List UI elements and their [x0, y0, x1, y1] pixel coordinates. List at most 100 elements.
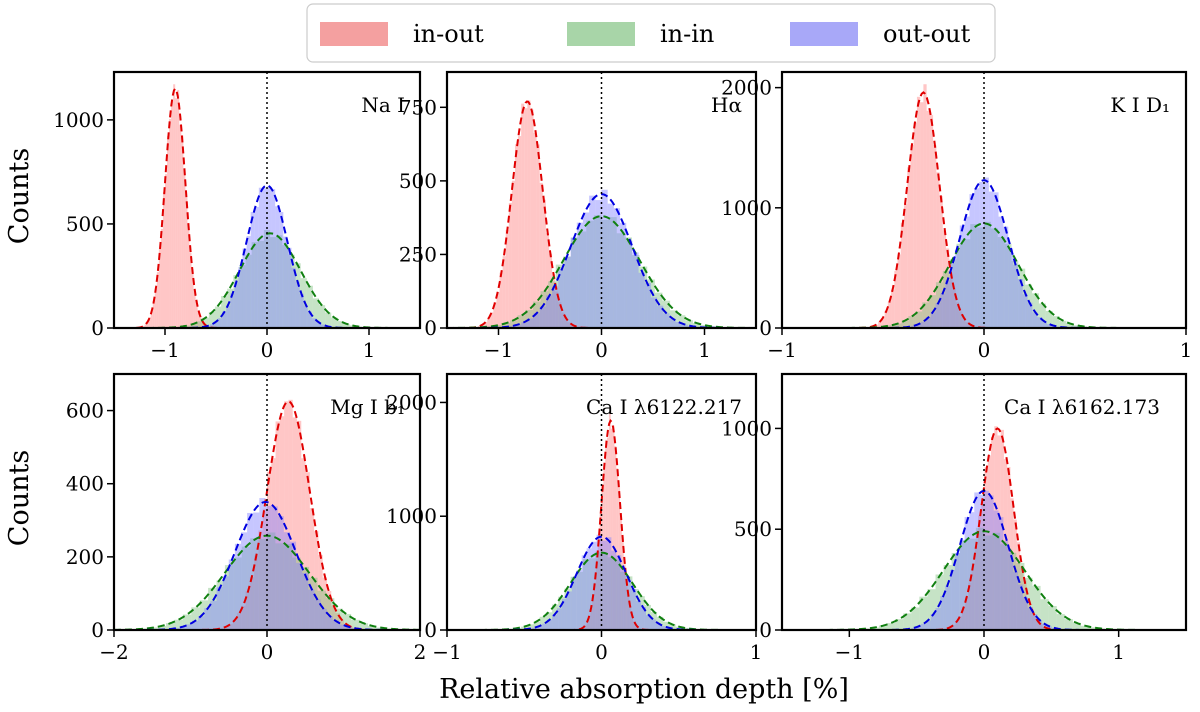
histogram-bar — [930, 614, 936, 630]
histogram-bar — [1038, 303, 1046, 328]
histogram-bar — [314, 599, 321, 630]
histogram-bar — [607, 437, 609, 630]
histogram-bar — [510, 320, 518, 328]
histogram-bar — [309, 508, 315, 630]
histogram-bar — [993, 192, 999, 328]
histogram-bar — [303, 305, 308, 328]
histogram-bar — [959, 541, 968, 630]
histogram-bar — [954, 250, 960, 328]
histogram-bar — [539, 306, 546, 328]
histogram-bar — [267, 471, 272, 630]
histogram-bar — [359, 623, 368, 630]
histogram-bar — [351, 619, 360, 630]
histogram-bar — [965, 322, 969, 328]
histogram-bar — [571, 577, 577, 630]
histogram-bar — [609, 217, 617, 328]
histogram-bar — [527, 624, 534, 630]
histogram-bar — [959, 225, 965, 328]
histogram-bar — [179, 124, 182, 328]
histogram-bar — [958, 616, 962, 630]
y-axis-title-bottom: Counts — [4, 450, 35, 546]
histogram-bar — [669, 318, 676, 328]
histogram-bar — [265, 505, 272, 630]
histogram-bar — [165, 174, 168, 328]
histogram-bar — [521, 322, 528, 328]
histogram-bar — [991, 437, 995, 630]
histogram-bar — [190, 323, 197, 328]
histogram-bar — [1052, 316, 1060, 328]
histogram-bar — [214, 306, 222, 328]
histogram-bar — [1037, 620, 1043, 630]
histogram-bar — [1018, 268, 1026, 328]
histogram-bar — [636, 626, 639, 630]
histogram-in-out — [142, 84, 210, 328]
histogram-bar — [558, 268, 565, 328]
histogram-bar — [979, 494, 984, 630]
histogram-bar — [305, 472, 310, 630]
histogram-bar — [300, 278, 307, 328]
histogram-bar — [149, 627, 158, 630]
y-tick-label: 200 — [66, 545, 104, 569]
histogram-bar — [614, 446, 617, 630]
histogram-bar — [992, 532, 1001, 630]
histogram-bar — [571, 237, 579, 328]
histogram-bar — [226, 305, 231, 328]
x-tick-label: 0 — [978, 338, 991, 362]
histogram-bar — [993, 510, 999, 630]
histogram-bar — [302, 572, 309, 630]
histogram-bar — [963, 239, 971, 328]
histogram-bar — [925, 317, 931, 328]
histogram-bar — [540, 291, 549, 328]
histogram-bar — [595, 559, 598, 630]
histogram-bar — [935, 303, 941, 328]
histogram-bar — [331, 605, 336, 630]
histogram-bar — [910, 144, 914, 328]
histogram-bar — [555, 264, 564, 328]
histogram-bar — [337, 321, 344, 328]
x-tick-label: 0 — [595, 338, 608, 362]
histogram-bar — [597, 542, 600, 630]
histogram-bar — [552, 286, 559, 328]
histogram-bar — [533, 313, 540, 328]
fit-curve-in-out — [114, 86, 420, 328]
histogram-bar — [241, 546, 251, 630]
histogram-bar — [625, 579, 628, 630]
y-tick-label: 0 — [424, 316, 437, 340]
histogram-bar — [259, 498, 266, 630]
histogram-bar — [282, 245, 289, 328]
histogram-bar — [234, 543, 241, 630]
histogram-bar — [1051, 325, 1057, 328]
histogram-bar — [311, 318, 316, 328]
histogram-bar — [920, 321, 926, 328]
histogram-bar — [607, 557, 614, 630]
histogram-bar — [620, 519, 622, 630]
histogram-bar — [884, 310, 888, 328]
legend-label-out-out: out-out — [883, 20, 971, 48]
histogram-bar — [157, 626, 167, 630]
histogram-bar — [199, 317, 202, 328]
histogram-bar — [923, 84, 927, 328]
legend-label-in-in: in-in — [660, 20, 714, 48]
histogram-bar — [584, 624, 587, 630]
histogram-bar — [558, 596, 565, 630]
histogram-bar — [230, 293, 235, 328]
histogram-bar — [201, 321, 204, 328]
histogram-bar — [189, 252, 192, 328]
histogram-bar — [1013, 571, 1018, 630]
histogram-bar — [183, 170, 186, 328]
panel-h: −1 0 1 0 250 500 750 Hα — [399, 70, 758, 362]
histogram-out-out — [201, 186, 337, 328]
x-tick-label: −1 — [432, 640, 461, 664]
histogram-bar — [1027, 302, 1033, 328]
histogram-bar — [245, 254, 252, 328]
histogram-bar — [242, 248, 247, 328]
histogram-bar — [319, 305, 326, 328]
histogram-bar — [1011, 260, 1019, 328]
histogram-bar — [610, 428, 613, 630]
histogram-bar — [663, 621, 670, 630]
y-tick-label: 1000 — [721, 416, 772, 440]
histogram-bar — [342, 613, 352, 630]
histogram-bar — [955, 620, 959, 630]
histogram-bar — [631, 588, 637, 630]
